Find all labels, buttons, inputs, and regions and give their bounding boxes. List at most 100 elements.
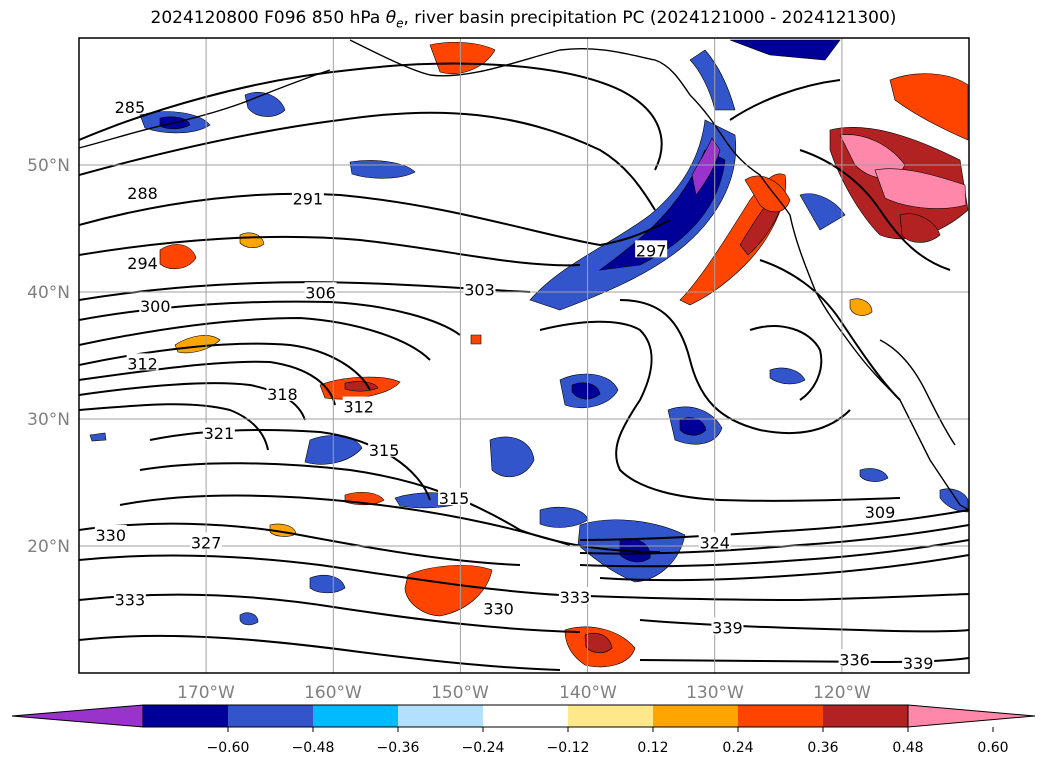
- contour-label: 312: [342, 396, 375, 417]
- contour-label-text: 339: [903, 654, 934, 673]
- contour-label: 303: [463, 279, 496, 300]
- contour-label: 339: [902, 653, 935, 673]
- colorbar-segment: [483, 705, 568, 727]
- contour-label: 297: [635, 240, 668, 260]
- colorbar-segment: [228, 705, 313, 727]
- colorbar-segment: [823, 705, 908, 727]
- contour-label-bg: [558, 587, 591, 605]
- lon-label-160w: 160°W: [304, 683, 362, 703]
- contour-label-text: 285: [115, 98, 146, 117]
- contour-label-bg: [304, 282, 337, 300]
- contour-label-text: 300: [140, 297, 171, 316]
- title-theta-symbol: θ: [385, 8, 397, 28]
- contour-label-bg: [635, 240, 668, 258]
- colorbar-tick-label: −0.12: [547, 740, 590, 756]
- colorbar-segment: [653, 705, 738, 727]
- map-frame: [78, 37, 970, 674]
- contour-label: 294: [126, 253, 159, 273]
- contour-label-text: 315: [369, 441, 400, 460]
- lat-label-30n: 30°N: [27, 410, 70, 430]
- lat-label-20n: 20°N: [27, 537, 70, 557]
- colorbar-tick-label: −0.24: [462, 740, 505, 756]
- colorbar-extend-min: [11, 704, 144, 728]
- title-prefix: 2024120800 F096 850 hPa: [150, 8, 386, 28]
- contour-label-bg: [266, 383, 299, 401]
- contour-label-text: 309: [865, 503, 896, 522]
- contour-label-bg: [126, 353, 159, 371]
- title-suffix: , river basin precipitation PC (20241210…: [403, 8, 897, 28]
- contour-labels: 285 288 291 294 297 300 303 306 309 312 312 315 315 3…: [94, 96, 935, 673]
- colorbar-tick-label: −0.36: [377, 740, 420, 756]
- contour-label: 336: [838, 649, 871, 669]
- contour-label: 333: [113, 589, 146, 610]
- contour-label-text: 315: [439, 489, 470, 508]
- contour-label-text: 327: [191, 533, 222, 552]
- lat-label-50n: 50°N: [27, 156, 70, 176]
- contour-label-bg: [342, 396, 375, 414]
- contour-label-text: 333: [560, 588, 591, 607]
- colorbar-tick-label: 0.60: [977, 740, 1008, 756]
- contour-label-bg: [838, 649, 871, 667]
- lon-label-120w: 120°W: [813, 683, 871, 703]
- contour-label-bg: [113, 589, 146, 607]
- contour-label-text: 297: [636, 241, 667, 260]
- title-subscript: e: [396, 16, 404, 31]
- contour-label-text: 330: [483, 600, 514, 619]
- contour-label-bg: [368, 439, 401, 457]
- contour-label-text: 336: [839, 650, 870, 669]
- contour-label-text: 321: [204, 424, 235, 443]
- lon-label-150w: 150°W: [431, 683, 489, 703]
- contour-label-text: 303: [464, 281, 495, 300]
- precipitation-shading: [89, 39, 969, 668]
- contour-label-bg: [698, 532, 731, 550]
- contour-label: 315: [368, 439, 401, 460]
- colorbar-segment: [313, 705, 398, 727]
- contour-label: 312: [126, 353, 159, 373]
- colorbar-segment: [738, 705, 823, 727]
- contour-label: 321: [202, 423, 235, 443]
- contour-label: 291: [291, 188, 324, 208]
- gridlines: [79, 38, 969, 673]
- contour-label-bg: [139, 296, 172, 314]
- contour-label-text: 324: [699, 533, 730, 552]
- lon-label-170w: 170°W: [177, 683, 235, 703]
- contour-label: 330: [94, 524, 127, 545]
- contour-label-text: 339: [712, 619, 743, 638]
- contour-label-text: 288: [127, 184, 158, 203]
- contour-label-bg: [126, 253, 159, 271]
- contour-label-bg: [126, 183, 159, 201]
- contour-label-bg: [190, 532, 223, 550]
- contour-label-bg: [482, 598, 515, 616]
- contour-label-bg: [711, 617, 744, 635]
- colorbar: −0.60 −0.48 −0.36 −0.24 −0.12 0.12 0.24 0.36 0.4…: [11, 704, 1036, 756]
- contour-label-text: 333: [115, 591, 146, 610]
- contour-label: 327: [190, 532, 223, 552]
- contour-label: 306: [304, 282, 337, 302]
- map-title: 2024120800 F096 850 hPa θe, river basin …: [0, 8, 1047, 30]
- contour-label: 333: [558, 587, 591, 607]
- colorbar-tick-label: 0.36: [807, 740, 838, 756]
- contour-label-bg: [902, 653, 935, 671]
- contour-label-text: 330: [96, 526, 127, 545]
- lon-labels: 170°W 160°W 150°W 140°W 130°W 120°W: [177, 683, 871, 703]
- contour-label-text: 291: [293, 189, 324, 208]
- contour-label-bg: [438, 488, 471, 506]
- colorbar-tick-label: −0.48: [292, 740, 335, 756]
- contour-label: 300: [139, 296, 172, 316]
- colorbar-segment: [398, 705, 483, 727]
- contour-label-text: 318: [267, 385, 298, 404]
- contour-label-bg: [113, 96, 146, 114]
- lon-label-140w: 140°W: [559, 683, 617, 703]
- lat-label-40n: 40°N: [27, 283, 70, 303]
- lon-label-130w: 130°W: [686, 683, 744, 703]
- contour-label-text: 312: [343, 398, 374, 417]
- contour-label-text: 306: [305, 283, 336, 302]
- contour-label: 309: [864, 501, 896, 522]
- map-plot-area: 285 288 291 294 297 300 303 306 309 312 312 315 315 3…: [79, 38, 969, 673]
- contour-label-bg: [202, 423, 235, 441]
- contour-label-bg: [864, 501, 896, 519]
- colorbar-frame: [142, 704, 909, 728]
- contour-label: 315: [438, 488, 471, 508]
- colorbar-tick-label: 0.24: [722, 740, 753, 756]
